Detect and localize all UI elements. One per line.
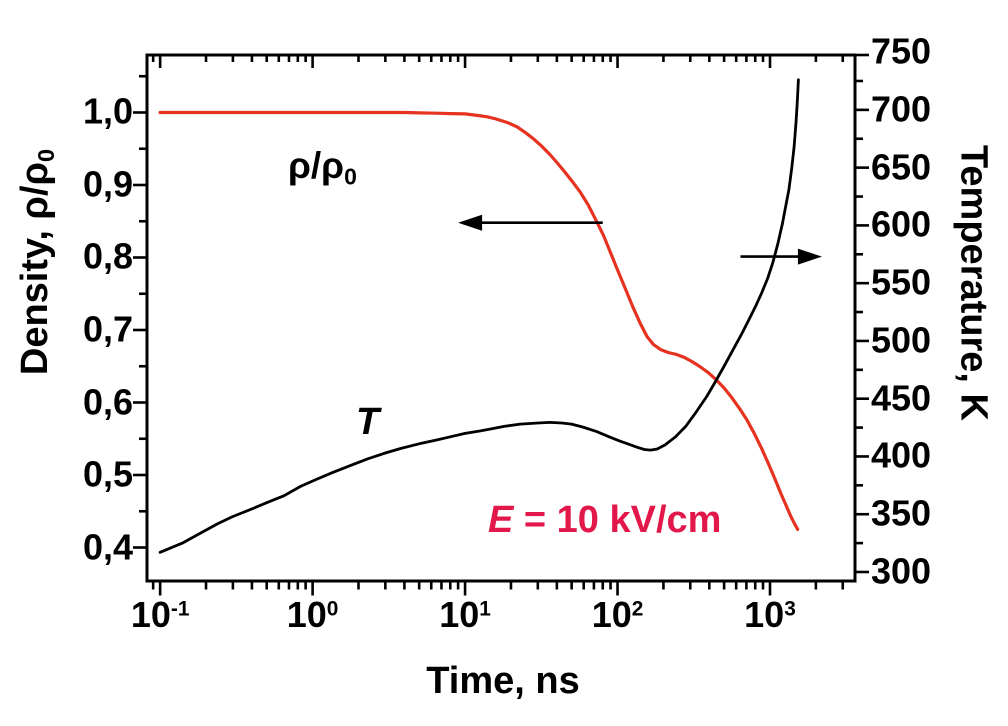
y-right-tick-label: 600 <box>871 203 932 245</box>
x-tick-label: 101 <box>439 597 491 633</box>
x-tick-mantissa: 10 <box>744 594 785 635</box>
y-left-tick-label: 0,4 <box>82 525 133 567</box>
y-left-tick-label: 0,7 <box>82 308 133 350</box>
density-curve <box>158 110 800 531</box>
y-left-tick-label: 1,0 <box>82 90 133 132</box>
density-curve-label-subscript: 0 <box>344 163 357 190</box>
y-left-title-subscript: 0 <box>32 148 59 162</box>
y-left-title-rho: ρ/ρ <box>14 161 57 220</box>
temperature-curve-label: T <box>356 401 380 443</box>
x-tick-label: 10-1 <box>131 597 190 633</box>
x-tick-mantissa: 10 <box>591 594 632 635</box>
x-tick-label: 100 <box>287 597 339 633</box>
density-axis-arrow-head <box>458 214 483 231</box>
field-strength-symbol: E <box>488 499 514 541</box>
y-right-axis-title: Temperature, K <box>952 145 995 421</box>
x-tick-exponent: 1 <box>479 597 491 621</box>
density-curve-label-rho: ρ/ρ <box>288 145 345 186</box>
y-left-tick-label: 0,9 <box>82 163 133 205</box>
y-right-tick-label: 450 <box>871 376 932 418</box>
density-curve-label: ρ/ρ0 <box>288 145 357 190</box>
x-tick-mantissa: 10 <box>439 594 480 635</box>
x-tick-label: 102 <box>592 597 644 633</box>
x-tick-exponent: 0 <box>326 597 339 621</box>
y-right-tick-label: 400 <box>871 434 932 476</box>
temperature-curve <box>158 78 800 554</box>
y-left-tick-label: 0,5 <box>82 453 133 495</box>
y-right-tick-label: 750 <box>871 30 932 72</box>
y-right-tick-label: 550 <box>871 261 932 303</box>
field-strength-label: E = 10 kV/cm <box>488 499 721 542</box>
x-tick-mantissa: 10 <box>286 594 327 635</box>
plot-frame <box>145 53 857 583</box>
x-tick-mantissa: 10 <box>130 594 171 635</box>
field-strength-value: = 10 kV/cm <box>513 499 722 541</box>
y-right-tick-label: 650 <box>871 145 932 187</box>
y-right-tick-label: 350 <box>871 492 932 534</box>
y-left-title-prefix: Density, <box>14 219 57 376</box>
x-tick-label: 103 <box>744 597 796 633</box>
y-right-tick-label: 300 <box>871 550 932 592</box>
y-right-tick-label: 500 <box>871 319 932 361</box>
x-tick-exponent: -1 <box>170 597 190 621</box>
y-right-tick-label: 700 <box>871 88 932 130</box>
x-tick-exponent: 2 <box>631 597 644 621</box>
x-tick-exponent: 3 <box>784 597 796 621</box>
y-left-tick-label: 0,8 <box>82 235 133 277</box>
y-left-tick-label: 0,6 <box>82 380 133 422</box>
temperature-axis-arrow-head <box>797 248 822 265</box>
y-left-axis-title: Density, ρ/ρ0 <box>14 149 60 375</box>
x-axis-title: Time, ns <box>426 660 580 702</box>
